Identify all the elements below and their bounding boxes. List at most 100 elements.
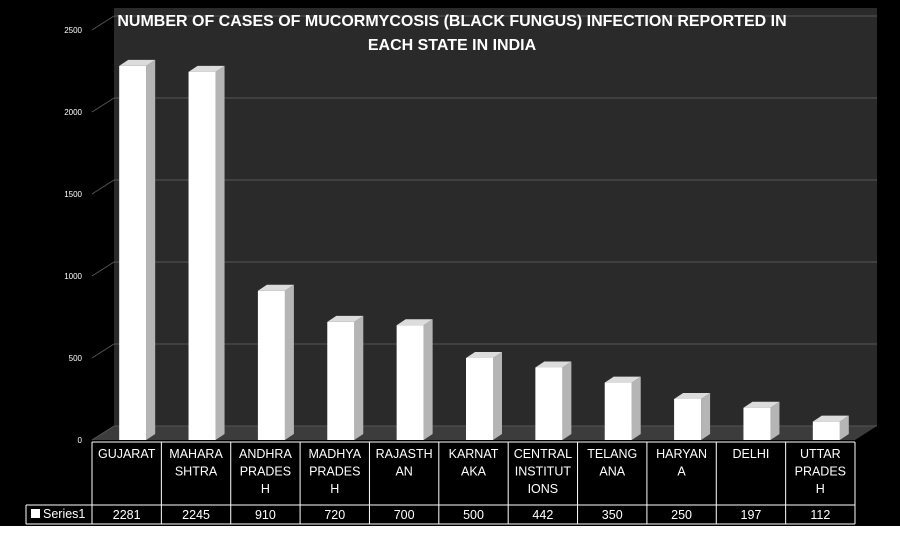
legend-key <box>31 509 40 518</box>
bar-side <box>423 319 433 440</box>
data-value: 2281 <box>113 508 141 522</box>
data-value: 910 <box>255 508 276 522</box>
bar-top <box>396 319 433 326</box>
category-label: MADHYA <box>308 447 361 461</box>
bar <box>812 415 849 440</box>
category-label: KARNAT <box>449 447 499 461</box>
data-value: 720 <box>324 508 345 522</box>
category-label: ANA <box>599 465 625 479</box>
bar <box>257 284 294 440</box>
bar-side <box>770 401 780 440</box>
gridline-diagonal <box>91 15 115 31</box>
chart-title-line-1: NUMBER OF CASES OF MUCORMYCOSIS (BLACK F… <box>117 13 786 30</box>
bar-front <box>812 421 840 440</box>
category-label: UTTAR <box>800 447 841 461</box>
gridline-diagonal <box>91 343 115 359</box>
bar-front <box>257 290 285 440</box>
bar <box>396 319 433 440</box>
bar-front <box>119 65 147 440</box>
gridline-diagonal <box>91 179 115 195</box>
category-label: INSTITUT <box>515 465 572 479</box>
chart-title-line-2: EACH STATE IN INDIA <box>368 37 537 54</box>
bar-top <box>466 352 502 358</box>
bar-side <box>215 65 225 440</box>
data-value: 197 <box>741 508 762 522</box>
bar-front <box>604 382 632 440</box>
category-label: H <box>261 482 270 496</box>
data-value: 350 <box>602 508 623 522</box>
category-label: SHTRA <box>175 465 218 479</box>
bar-side <box>701 393 711 440</box>
bar-top <box>257 284 294 291</box>
bar-front <box>396 325 424 440</box>
category-label: H <box>816 482 825 496</box>
y-tick-label: 1000 <box>64 272 82 281</box>
bar-top <box>812 415 849 422</box>
category-label: DELHI <box>733 447 770 461</box>
category-label: TELANG <box>587 447 637 461</box>
bar <box>743 401 780 440</box>
y-tick-label: 2000 <box>64 108 82 117</box>
category-label: AN <box>395 465 412 479</box>
data-table: GUJARAT MAHARA SHTRA ANDHRA PRADES H MADHYA PRA… <box>25 441 856 525</box>
bar-top <box>327 315 364 322</box>
bar-top <box>535 361 572 368</box>
category-label: GUJARAT <box>98 447 156 461</box>
bar-front <box>466 358 493 440</box>
bar-side <box>493 352 502 440</box>
category-label: IONS <box>528 482 559 496</box>
category-label: H <box>330 482 339 496</box>
data-value: 250 <box>671 508 692 522</box>
data-value: 112 <box>810 508 830 522</box>
category-label: PRADES <box>795 465 846 479</box>
bar-top <box>604 376 641 383</box>
gridline-diagonal <box>91 425 115 441</box>
bars <box>119 59 849 440</box>
bar-front <box>674 399 702 440</box>
category-label: MAHARA <box>169 447 223 461</box>
bar <box>188 65 225 440</box>
bar-side <box>631 376 641 440</box>
plot-back-wall <box>114 8 877 426</box>
data-value: 500 <box>463 508 484 522</box>
category-label: CENTRAL <box>514 447 572 461</box>
y-tick-label: 1500 <box>64 190 82 199</box>
data-value: 700 <box>394 508 415 522</box>
bar-top <box>188 65 225 72</box>
bar <box>466 352 502 440</box>
bar <box>327 315 364 440</box>
category-label: AKA <box>461 465 487 479</box>
bar-front <box>743 407 771 440</box>
bar-side <box>354 315 364 440</box>
data-value: 442 <box>532 508 553 522</box>
bar <box>604 376 641 440</box>
y-tick-label: 2500 <box>64 26 82 35</box>
gridline-diagonal <box>91 97 115 113</box>
gridlines <box>91 15 877 441</box>
gridline-diagonal <box>91 261 115 277</box>
bar-top <box>674 393 711 399</box>
bar-side <box>284 284 294 440</box>
bar-top <box>119 59 156 66</box>
bar <box>535 361 572 440</box>
category-label: RAJASTH <box>376 447 433 461</box>
category-label: HARYAN <box>656 447 707 461</box>
y-tick-label: 0 <box>78 436 83 445</box>
category-label: A <box>677 465 686 479</box>
category-label: PRADES <box>309 465 360 479</box>
bar-side <box>839 415 849 440</box>
data-value: 2245 <box>182 508 210 522</box>
bar <box>119 59 156 440</box>
y-axis-ticks: 0 500 1000 1500 2000 2500 <box>64 26 82 445</box>
bar-front <box>327 321 355 440</box>
bar-top <box>743 401 780 408</box>
bar <box>674 393 711 440</box>
series-name: Series1 <box>43 507 85 521</box>
y-tick-label: 500 <box>69 354 83 363</box>
bar-side <box>562 361 572 440</box>
bar-side <box>146 59 156 440</box>
bar-front <box>188 71 216 440</box>
category-label: ANDHRA <box>239 447 292 461</box>
